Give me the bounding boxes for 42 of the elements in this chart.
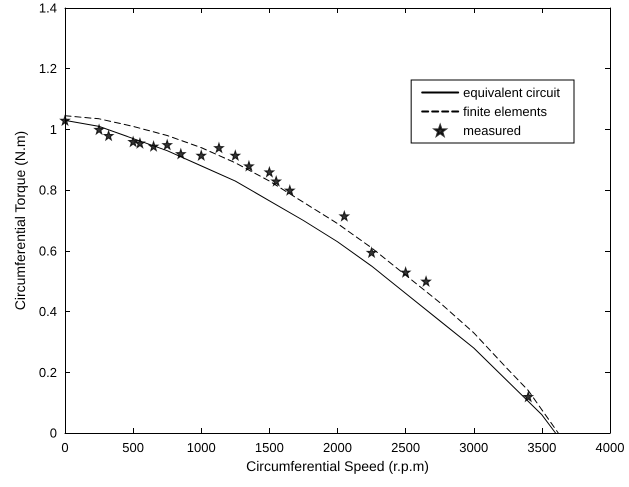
y-tick-label: 0 <box>50 426 57 440</box>
legend-label: measured <box>463 123 521 138</box>
y-axis-title: Circumferential Torque (N.m) <box>12 130 28 310</box>
y-tick-label: 1.4 <box>38 0 57 16</box>
point <box>244 160 254 171</box>
y-tick-label: 0.2 <box>38 364 57 380</box>
point <box>176 148 186 159</box>
point <box>523 392 534 402</box>
y-tick-label: 1.2 <box>38 61 57 76</box>
point <box>271 176 282 186</box>
x-tick-label: 1500 <box>254 440 284 455</box>
point <box>162 140 172 150</box>
point <box>60 115 70 126</box>
y-tick-label: 0.4 <box>38 304 57 320</box>
point <box>284 185 295 196</box>
y-tick-label: 0.6 <box>38 243 57 258</box>
point <box>339 210 350 221</box>
point <box>421 276 432 286</box>
x-tick-label: 0 <box>61 440 69 455</box>
y-tick-label: 0.8 <box>38 182 57 198</box>
x-tick-label: 4000 <box>596 440 624 455</box>
point <box>196 150 206 160</box>
x-tick-label: 500 <box>122 440 144 455</box>
legend-label: finite elements <box>463 104 548 119</box>
x-tick-label: 3000 <box>459 440 488 455</box>
point <box>134 138 145 148</box>
point <box>128 136 138 147</box>
point <box>94 124 104 134</box>
x-axis-title: Circumferential Speed (r.p.m) <box>246 458 429 474</box>
point <box>264 166 274 177</box>
point <box>148 141 159 152</box>
point <box>400 267 411 278</box>
point <box>366 247 377 258</box>
point <box>214 142 224 153</box>
y-tick-label: 1 <box>50 122 57 137</box>
x-tick-label: 1000 <box>186 440 216 455</box>
x-tick-label: 3500 <box>527 440 556 455</box>
legend-label: equivalent circuit <box>463 85 560 100</box>
point <box>230 150 240 160</box>
x-tick-label: 2500 <box>391 440 420 455</box>
x-tick-label: 2000 <box>323 440 352 455</box>
point <box>104 130 114 140</box>
